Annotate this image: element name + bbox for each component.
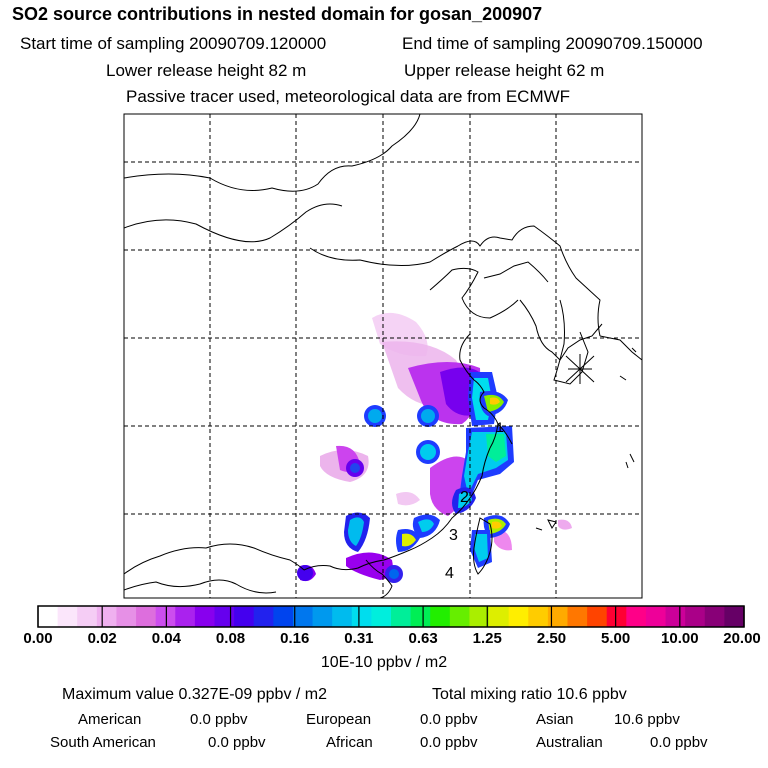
region-name-south-american: South American xyxy=(50,734,156,751)
colorbar-tick-label: 1.25 xyxy=(472,630,502,647)
colorbar-cell xyxy=(587,606,608,627)
colorbar-cell xyxy=(606,606,627,627)
start-time-label: Start time of sampling 20090709.120000 xyxy=(20,34,327,53)
region-value-australian: 0.0 ppbv xyxy=(650,734,708,751)
colorbar-cell xyxy=(332,606,353,627)
grid-lines xyxy=(124,114,642,598)
region-value-european: 0.0 ppbv xyxy=(420,711,478,728)
receptor-star-icon xyxy=(565,354,595,384)
colorbar-tick-label: 20.00 xyxy=(723,630,761,647)
region-value-american: 0.0 ppbv xyxy=(190,711,248,728)
colorbar-tick-label: 0.16 xyxy=(280,630,310,647)
colorbar-cell xyxy=(685,606,706,627)
colorbar-cell xyxy=(724,606,745,627)
region-name-australian: Australian xyxy=(536,734,603,751)
colorbar-cell xyxy=(312,606,333,627)
colorbar-cell xyxy=(57,606,78,627)
plume-field xyxy=(297,312,572,583)
colorbar-cell xyxy=(38,606,59,627)
colorbar-cell xyxy=(214,606,235,627)
colorbar-cell xyxy=(528,606,549,627)
colorbar-tick-label: 5.00 xyxy=(601,630,631,647)
colorbar-cell xyxy=(253,606,274,627)
region-name-african: African xyxy=(326,734,373,751)
chart-title: SO2 source contributions in nested domai… xyxy=(12,4,543,24)
colorbar-cell xyxy=(645,606,667,627)
tracer-note: Passive tracer used, meteorological data… xyxy=(126,87,571,106)
colorbar-cell xyxy=(194,606,216,627)
colorbar-cell xyxy=(567,606,588,627)
region-label-2: 2 xyxy=(460,489,469,506)
colorbar-cell xyxy=(175,606,196,627)
colorbar-cell xyxy=(626,606,647,627)
region-label-3: 3 xyxy=(449,527,458,544)
colorbar-cell xyxy=(371,606,392,627)
colorbar-unit: 10E-10 ppbv / m2 xyxy=(320,654,448,671)
colorbar-tick-label: 0.02 xyxy=(87,630,117,647)
region-value-african: 0.0 ppbv xyxy=(420,734,478,751)
colorbar-tick-label: 10.00 xyxy=(661,630,699,647)
colorbar-cell xyxy=(410,606,431,627)
colorbar-tick-label: 2.50 xyxy=(536,630,567,647)
colorbar-tick-label: 0.63 xyxy=(408,630,438,647)
colorbar-cell xyxy=(234,606,255,627)
total-mixing-text: Total mixing ratio 10.6 ppbv xyxy=(432,686,627,703)
colorbar-cell xyxy=(96,606,118,627)
colorbar-tick-label: 0.04 xyxy=(151,630,181,647)
colorbar-cell xyxy=(351,606,372,627)
region-name-european: European xyxy=(306,711,372,728)
colorbar-tick-label: 0.31 xyxy=(344,630,374,647)
max-value-text: Maximum value 0.327E-09 ppbv / m2 xyxy=(62,686,328,703)
colorbar-cell xyxy=(508,606,529,627)
colorbar-cell xyxy=(469,606,490,627)
colorbar-cell xyxy=(292,606,314,627)
colorbar xyxy=(37,605,745,628)
colorbar-cell xyxy=(430,606,451,627)
colorbar-tick-label: 0.00 xyxy=(23,630,53,647)
region-name-american: American xyxy=(78,711,142,728)
colorbar-cell xyxy=(77,606,98,627)
region-label-1: 1 xyxy=(496,419,504,435)
colorbar-tick-label: 0.08 xyxy=(215,630,246,647)
upper-release-label: Upper release height 62 m xyxy=(404,61,605,80)
colorbar-cell xyxy=(273,606,294,627)
colorbar-cell xyxy=(704,606,725,627)
colorbar-cell xyxy=(449,606,471,627)
coastlines xyxy=(124,114,642,598)
colorbar-cell xyxy=(547,606,569,627)
region-value-south-american: 0.0 ppbv xyxy=(208,734,266,751)
region-value-asian: 10.6 ppbv xyxy=(614,711,680,728)
region-label-4: 4 xyxy=(445,565,454,582)
lower-release-label: Lower release height 82 m xyxy=(106,61,307,80)
colorbar-cell xyxy=(489,606,510,627)
colorbar-cell xyxy=(391,606,412,627)
colorbar-cell xyxy=(136,606,157,627)
colorbar-cell xyxy=(116,606,137,627)
colorbar-cell xyxy=(665,606,686,627)
plot-frame xyxy=(123,113,643,599)
end-time-label: End time of sampling 20090709.150000 xyxy=(402,34,703,53)
region-name-asian: Asian xyxy=(536,711,574,728)
